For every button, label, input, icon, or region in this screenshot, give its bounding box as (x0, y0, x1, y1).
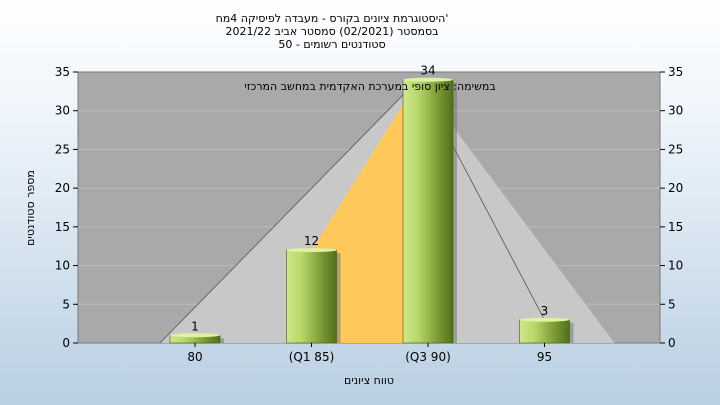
y-tick-label: 5 (62, 297, 70, 311)
bar-top (286, 248, 337, 253)
x-tick-label: (Q3 90) (405, 350, 451, 364)
chart-title-line-2: בסמסטר (02/2021) סמסטר אביב 2021/22 (225, 25, 438, 38)
data-label: 12 (304, 234, 319, 248)
y-tick-label: 0 (62, 336, 70, 350)
bar-top (403, 77, 453, 82)
bar (286, 249, 337, 344)
y-tick-label-right: 35 (668, 65, 683, 79)
y-axis-left: 0 5 10 15 20 25 30 35 (55, 65, 78, 350)
x-tick-label: (Q1 85) (289, 350, 335, 364)
y-tick-label: 30 (55, 104, 70, 118)
y-tick-label-right: 10 (668, 259, 683, 273)
y-tick-label-right: 5 (668, 297, 676, 311)
data-label: 3 (541, 304, 549, 318)
data-label: 1 (191, 319, 199, 333)
y-tick-label: 25 (55, 142, 70, 156)
data-labels: 1 12 34 3 (191, 64, 548, 334)
y-axis-right: 0 5 10 15 20 25 30 35 (660, 65, 683, 350)
area-orange (311, 79, 428, 343)
y-tick-label-right: 15 (668, 220, 683, 234)
bar (402, 79, 454, 344)
chart-annotation: במשימה: ציון סופי במערכת האקדמית במחשב ה… (244, 80, 495, 93)
y-tick-label-right: 25 (668, 142, 683, 156)
bar-top (170, 333, 220, 338)
x-tick-label: 95 (537, 350, 552, 364)
bars (169, 77, 574, 344)
data-label: 34 (420, 64, 435, 78)
y-tick-label: 10 (55, 259, 70, 273)
y-tick-label-right: 30 (668, 104, 683, 118)
x-tick-label: 80 (187, 350, 202, 364)
bar-top (519, 317, 570, 322)
y-tick-label: 35 (55, 65, 70, 79)
chart-title-line-3: סטודנטים רשומים - 50 (278, 38, 385, 51)
y-tick-label: 20 (55, 181, 70, 195)
chart-title-line-1: היסטוגרמת ציונים בקורס - מעבדה לפיסיקה 4… (216, 12, 449, 25)
y-tick-label-right: 20 (668, 181, 683, 195)
x-axis: 80 (Q1 85) (Q3 90) 95 (187, 343, 552, 364)
y-tick-label: 15 (55, 220, 70, 234)
distribution-area (159, 79, 615, 344)
bar (519, 319, 570, 344)
x-axis-label: טווח ציונים (344, 374, 394, 387)
y-axis-label: מספר סטודנטים (24, 170, 37, 246)
y-tick-label-right: 0 (668, 336, 676, 350)
